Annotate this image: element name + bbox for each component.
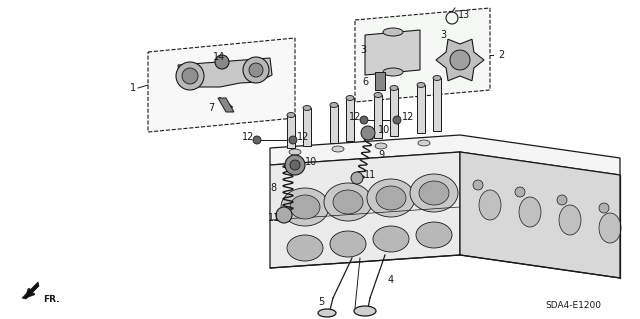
Ellipse shape [433, 76, 441, 80]
Text: FR.: FR. [43, 294, 60, 303]
Circle shape [515, 187, 525, 197]
Circle shape [253, 136, 261, 144]
Ellipse shape [373, 226, 409, 252]
Text: 10: 10 [305, 157, 317, 167]
Ellipse shape [374, 93, 382, 98]
Polygon shape [287, 115, 295, 148]
Circle shape [243, 57, 269, 83]
Ellipse shape [375, 143, 387, 149]
Circle shape [276, 207, 292, 223]
Ellipse shape [418, 140, 430, 146]
Polygon shape [270, 135, 620, 175]
Polygon shape [303, 108, 311, 146]
Text: SDA4-E1200: SDA4-E1200 [545, 300, 601, 309]
Ellipse shape [332, 146, 344, 152]
Polygon shape [346, 98, 354, 141]
Ellipse shape [289, 149, 301, 155]
Ellipse shape [324, 183, 372, 221]
Text: 8: 8 [270, 183, 276, 193]
Circle shape [176, 62, 204, 90]
Ellipse shape [383, 68, 403, 76]
Polygon shape [460, 152, 620, 278]
Polygon shape [374, 95, 382, 138]
Polygon shape [148, 38, 295, 132]
Text: 13: 13 [458, 10, 470, 20]
Text: 11: 11 [268, 213, 280, 223]
Ellipse shape [330, 102, 338, 108]
Circle shape [290, 160, 300, 170]
Text: 7: 7 [208, 103, 214, 113]
Ellipse shape [287, 235, 323, 261]
Ellipse shape [367, 179, 415, 217]
Circle shape [351, 172, 363, 184]
Text: 12: 12 [402, 112, 414, 122]
Text: 2: 2 [498, 50, 504, 60]
Ellipse shape [354, 306, 376, 316]
Polygon shape [355, 8, 490, 102]
Circle shape [450, 50, 470, 70]
Circle shape [249, 63, 263, 77]
Polygon shape [22, 282, 39, 299]
Circle shape [393, 116, 401, 124]
Text: 3: 3 [440, 30, 446, 40]
Polygon shape [375, 72, 385, 90]
Polygon shape [218, 98, 234, 112]
Ellipse shape [416, 222, 452, 248]
Circle shape [182, 68, 198, 84]
Polygon shape [330, 105, 338, 143]
Ellipse shape [559, 205, 581, 235]
Ellipse shape [330, 231, 366, 257]
Text: 9: 9 [378, 150, 384, 160]
Ellipse shape [417, 83, 425, 87]
Text: 10: 10 [378, 125, 390, 135]
Polygon shape [365, 30, 420, 75]
Text: 12: 12 [349, 112, 362, 122]
Circle shape [599, 203, 609, 213]
Text: 5: 5 [318, 297, 324, 307]
Ellipse shape [287, 113, 295, 117]
Ellipse shape [599, 213, 621, 243]
Circle shape [289, 136, 297, 144]
Ellipse shape [479, 190, 501, 220]
Ellipse shape [303, 106, 311, 110]
Ellipse shape [410, 174, 458, 212]
Text: 12: 12 [297, 132, 309, 142]
Ellipse shape [383, 28, 403, 36]
Text: 12: 12 [242, 132, 254, 142]
Polygon shape [270, 152, 460, 268]
Circle shape [285, 155, 305, 175]
Ellipse shape [376, 186, 406, 210]
Circle shape [361, 126, 375, 140]
Circle shape [360, 116, 368, 124]
Text: 4: 4 [388, 275, 394, 285]
Circle shape [473, 180, 483, 190]
Circle shape [557, 195, 567, 205]
Polygon shape [417, 85, 425, 133]
Polygon shape [436, 39, 484, 81]
Ellipse shape [281, 188, 329, 226]
Ellipse shape [333, 190, 363, 214]
Polygon shape [433, 78, 441, 131]
Text: 6: 6 [362, 77, 368, 87]
Text: 11: 11 [364, 170, 376, 180]
Polygon shape [178, 58, 272, 87]
Polygon shape [390, 88, 398, 136]
Circle shape [215, 55, 229, 69]
Ellipse shape [419, 181, 449, 205]
Ellipse shape [346, 95, 354, 100]
Text: 1: 1 [130, 83, 136, 93]
Ellipse shape [290, 195, 320, 219]
Ellipse shape [519, 197, 541, 227]
Ellipse shape [318, 309, 336, 317]
Ellipse shape [390, 85, 398, 91]
Text: 14: 14 [213, 52, 225, 62]
Text: 3: 3 [360, 45, 366, 55]
